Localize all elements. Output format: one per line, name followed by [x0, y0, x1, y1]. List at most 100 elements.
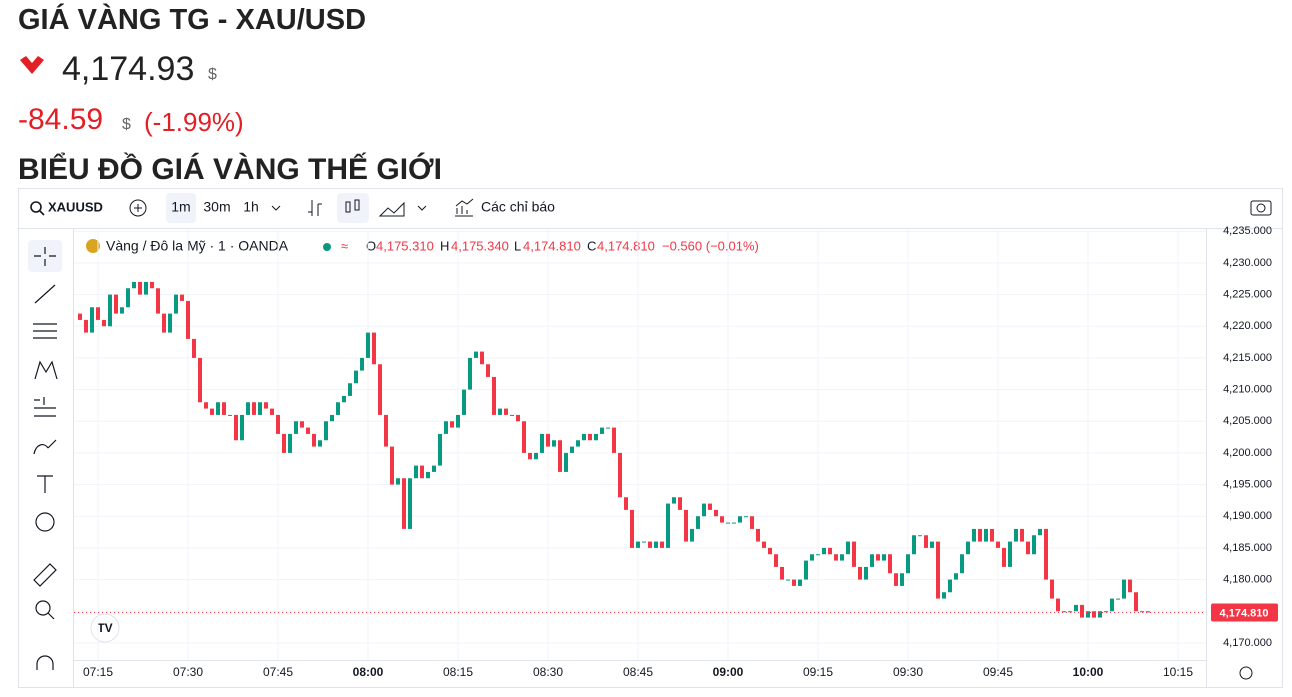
- candle-body: [822, 547, 826, 555]
- brush-tool[interactable]: [33, 439, 57, 455]
- y-tick-label: 4,190.000: [1223, 510, 1272, 522]
- candle-body: [1056, 598, 1060, 612]
- candle-body: [834, 554, 838, 561]
- candle-body: [1086, 611, 1090, 618]
- candle-body: [210, 408, 214, 415]
- instrument-icon: [86, 239, 100, 253]
- candle-body: [696, 516, 700, 529]
- candle-body: [126, 288, 130, 308]
- candle-body: [1050, 579, 1054, 599]
- candle-body: [762, 541, 766, 548]
- candle-body: [966, 541, 970, 555]
- candle-body: [522, 421, 526, 453]
- candle-body: [672, 497, 676, 504]
- candle-body: [918, 535, 922, 537]
- candle-body: [996, 541, 1000, 548]
- candle-style-active[interactable]: [337, 193, 369, 223]
- indicators-icon[interactable]: [455, 198, 474, 217]
- line-tool[interactable]: [34, 284, 56, 304]
- candle-body: [576, 440, 580, 447]
- candle-body: [894, 573, 898, 586]
- candle-body: [354, 370, 358, 384]
- fib-tool[interactable]: [33, 323, 57, 339]
- candle-body: [246, 402, 250, 415]
- candle-body: [954, 573, 958, 580]
- candle-body: [90, 307, 94, 333]
- candle-body: [84, 319, 88, 333]
- candle-body: [540, 433, 544, 453]
- candle-body: [1002, 547, 1006, 567]
- candle-body: [462, 389, 466, 415]
- candle-body: [570, 446, 574, 453]
- chart-type-dropdown[interactable]: [417, 205, 427, 211]
- candle-body: [702, 503, 706, 517]
- candle-body: [1074, 604, 1078, 612]
- candle-body: [228, 414, 232, 416]
- candle-body: [192, 338, 196, 358]
- forecast-tool[interactable]: [34, 397, 56, 417]
- pattern-tool[interactable]: [34, 360, 58, 380]
- chart-type-icon[interactable]: [378, 201, 405, 217]
- y-tick-label: 4,225.000: [1223, 289, 1272, 301]
- ohlc-value: 4,175.310: [376, 238, 434, 253]
- x-tick-label: 07:30: [173, 665, 203, 679]
- emoji-tool[interactable]: [35, 512, 55, 532]
- candle-body: [612, 427, 616, 453]
- candle-body: [600, 427, 604, 434]
- candle-body: [450, 421, 454, 428]
- candle-body: [684, 509, 688, 542]
- bar-style-icon[interactable]: [308, 200, 322, 216]
- candle-body: [414, 465, 418, 479]
- interval[interactable]: 1h: [243, 199, 259, 215]
- last-price-label: 4,174.810: [1220, 607, 1269, 619]
- candle-body: [240, 414, 244, 441]
- y-tick-label: 4,180.000: [1223, 573, 1272, 585]
- candle-body: [324, 421, 328, 441]
- candle-body: [150, 281, 154, 289]
- candle-body: [156, 288, 160, 314]
- ruler-tool[interactable]: [33, 563, 57, 587]
- candle-body: [972, 528, 976, 542]
- text-tool[interactable]: [37, 475, 53, 493]
- indicators-button[interactable]: Các chỉ báo: [481, 199, 555, 215]
- legend-change: −0.560 (−0.01%): [662, 238, 759, 253]
- compare-button[interactable]: [129, 199, 147, 217]
- candle-body: [924, 535, 928, 548]
- candle-body: [1032, 535, 1036, 555]
- ohlc-value: 4,175.340: [451, 238, 509, 253]
- zoom-tool[interactable]: [35, 600, 51, 616]
- x-tick-label: 08:00: [353, 665, 384, 679]
- magnet-tool[interactable]: [36, 655, 54, 670]
- candle-body: [1110, 598, 1114, 612]
- candle-body: [438, 433, 442, 466]
- settings-icon[interactable]: [1239, 666, 1253, 680]
- candle-body: [606, 427, 610, 429]
- snapshot-button[interactable]: [1250, 200, 1272, 216]
- y-tick-label: 4,200.000: [1223, 447, 1272, 459]
- candle-body: [774, 554, 778, 567]
- x-tick-label: 09:30: [893, 665, 923, 679]
- candle-body: [312, 433, 316, 447]
- interval-dropdown[interactable]: [271, 205, 281, 211]
- candle-body: [858, 566, 862, 580]
- crosshair-tool[interactable]: [34, 247, 56, 266]
- candle-body: [138, 281, 142, 295]
- candle-body: [930, 541, 934, 548]
- candle-body: [900, 573, 904, 586]
- candle-body: [780, 566, 784, 580]
- interval[interactable]: 30m: [203, 199, 230, 215]
- candle-body: [846, 541, 850, 555]
- candle-body: [180, 294, 184, 301]
- x-tick-label: 09:45: [983, 665, 1013, 679]
- symbol[interactable]: XAUUSD: [48, 199, 103, 214]
- candle-body: [306, 427, 310, 434]
- candle-body: [132, 281, 136, 289]
- change-unit: $: [122, 116, 131, 133]
- search-icon[interactable]: [30, 201, 42, 213]
- candle-body: [792, 579, 796, 586]
- ohlc-key: C: [587, 238, 596, 253]
- interval[interactable]: 1m: [171, 199, 190, 215]
- candle-body: [888, 554, 892, 574]
